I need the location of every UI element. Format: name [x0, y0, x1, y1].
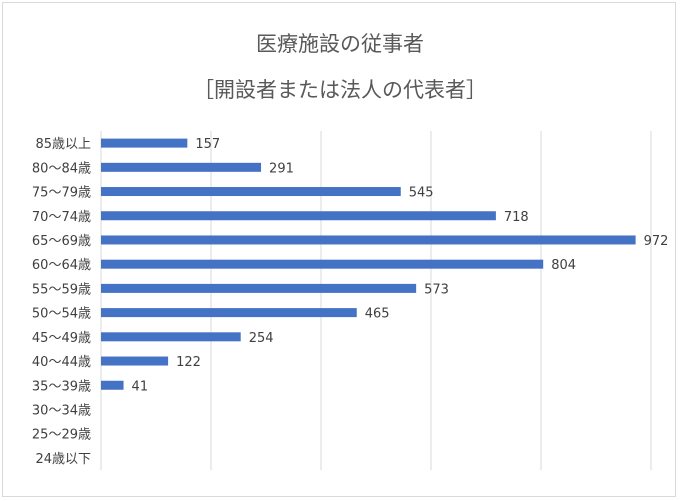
bar	[101, 332, 241, 342]
data-label: 122	[176, 355, 201, 370]
data-label: 291	[269, 161, 294, 176]
category-label: 35〜39歳	[32, 379, 91, 394]
category-label: 60〜64歳	[32, 258, 91, 273]
data-label: 41	[132, 379, 149, 394]
category-label: 70〜74歳	[32, 210, 91, 225]
gridlines	[100, 131, 652, 470]
data-label: 545	[409, 186, 434, 201]
bar	[101, 211, 496, 221]
category-label: 80〜84歳	[32, 161, 91, 176]
data-label: 972	[644, 234, 669, 249]
bar	[101, 162, 262, 172]
category-labels: 85歳以上 80〜84歳 75〜79歳 70〜74歳 65〜69歳 60〜64歳 55〜59…	[32, 137, 91, 467]
data-label: 157	[195, 137, 220, 152]
bar	[101, 187, 401, 197]
chart-title: 医療施設の従事者	[256, 32, 424, 56]
bar	[101, 308, 357, 318]
bar	[101, 138, 188, 148]
data-label: 718	[504, 210, 529, 225]
category-label: 65〜69歳	[32, 234, 91, 249]
category-label: 85歳以上	[35, 137, 91, 152]
category-label: 40〜44歳	[32, 355, 91, 370]
category-label: 24歳以下	[35, 452, 91, 467]
data-label: 465	[365, 307, 390, 322]
chart-subtitle: ［開設者または法人の代表者］	[193, 78, 487, 102]
bar	[101, 283, 417, 293]
bar	[101, 259, 544, 269]
category-label: 75〜79歳	[32, 186, 91, 201]
bar	[101, 380, 124, 390]
category-label: 30〜34歳	[32, 403, 91, 418]
data-label: 573	[424, 282, 449, 297]
bar	[101, 235, 636, 245]
category-label: 55〜59歳	[32, 282, 91, 297]
data-label: 254	[249, 331, 274, 346]
bar	[101, 356, 169, 366]
data-label: 804	[551, 258, 576, 273]
category-label: 25〜29歳	[32, 428, 91, 443]
data-labels: 157 291 545 718 972 804 573 465 254 122 41	[132, 137, 669, 394]
category-label: 50〜54歳	[32, 307, 91, 322]
category-label: 45〜49歳	[32, 331, 91, 346]
bars	[101, 138, 636, 390]
chart-frame	[2, 2, 676, 497]
